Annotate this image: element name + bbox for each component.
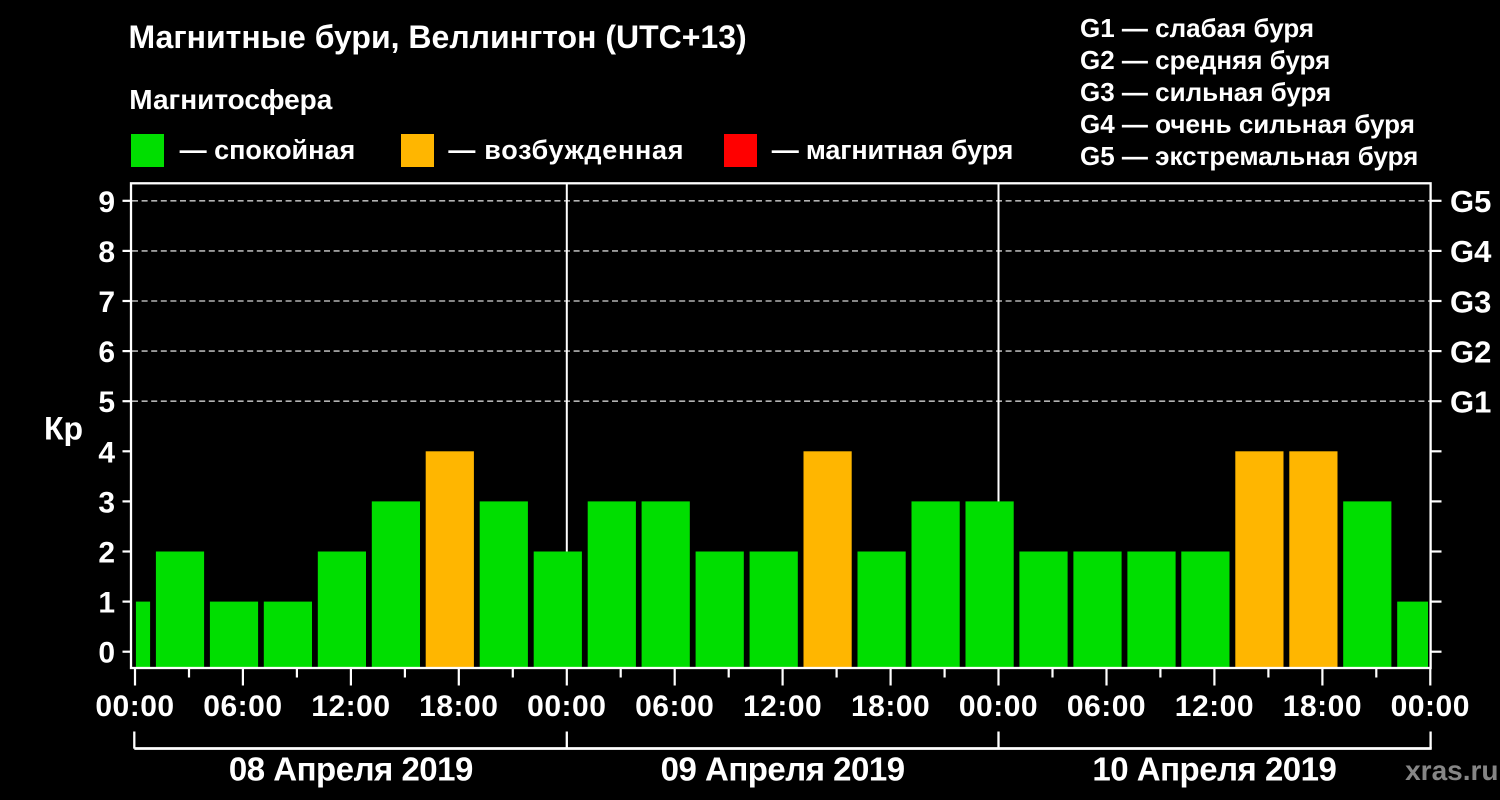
svg-text:G5: G5 (1450, 184, 1491, 219)
svg-text:Кр: Кр (44, 411, 83, 447)
svg-text:7: 7 (98, 286, 115, 319)
svg-text:xras.ru: xras.ru (1405, 755, 1498, 786)
svg-text:G4 — очень сильная буря: G4 — очень сильная буря (1080, 109, 1415, 139)
svg-text:3: 3 (98, 486, 115, 519)
svg-text:00:00: 00:00 (95, 690, 174, 723)
svg-text:10 Апреля 2019: 10 Апреля 2019 (1092, 751, 1336, 788)
svg-text:12:00: 12:00 (743, 690, 822, 723)
svg-text:G1: G1 (1450, 385, 1491, 420)
svg-text:G4: G4 (1450, 234, 1492, 269)
svg-text:00:00: 00:00 (527, 690, 606, 723)
svg-text:06:00: 06:00 (203, 690, 282, 723)
svg-text:G2 — средняя буря: G2 — средняя буря (1080, 45, 1330, 75)
svg-text:00:00: 00:00 (959, 690, 1038, 723)
svg-text:G3 — сильная буря: G3 — сильная буря (1080, 77, 1331, 107)
svg-text:1: 1 (98, 587, 115, 620)
svg-text:9: 9 (98, 186, 115, 219)
svg-text:06:00: 06:00 (1067, 690, 1146, 723)
svg-text:0: 0 (98, 637, 115, 670)
svg-text:4: 4 (98, 436, 115, 469)
svg-text:12:00: 12:00 (1175, 690, 1254, 723)
svg-text:G1 — слабая буря: G1 — слабая буря (1080, 13, 1314, 43)
svg-text:18:00: 18:00 (419, 690, 498, 723)
svg-text:18:00: 18:00 (851, 690, 930, 723)
svg-text:G2: G2 (1450, 334, 1491, 369)
svg-text:— возбужденная: — возбужденная (448, 135, 684, 165)
svg-text:— магнитная буря: — магнитная буря (772, 135, 1014, 165)
svg-text:G3: G3 (1450, 284, 1491, 319)
svg-text:12:00: 12:00 (311, 690, 390, 723)
svg-text:G5 — экстремальная буря: G5 — экстремальная буря (1080, 141, 1418, 171)
svg-text:08 Апреля 2019: 08 Апреля 2019 (229, 751, 473, 788)
svg-text:5: 5 (98, 386, 115, 419)
svg-text:— спокойная: — спокойная (180, 135, 356, 165)
svg-text:06:00: 06:00 (635, 690, 714, 723)
svg-text:Магнитные бури, Веллингтон (UT: Магнитные бури, Веллингтон (UTC+13) (129, 19, 747, 55)
svg-text:Магнитосфера: Магнитосфера (129, 84, 332, 115)
svg-text:2: 2 (98, 537, 115, 570)
svg-text:09 Апреля 2019: 09 Апреля 2019 (661, 751, 905, 788)
svg-text:8: 8 (98, 236, 115, 269)
svg-text:6: 6 (98, 336, 115, 369)
svg-text:00:00: 00:00 (1391, 690, 1470, 723)
svg-text:18:00: 18:00 (1283, 690, 1362, 723)
